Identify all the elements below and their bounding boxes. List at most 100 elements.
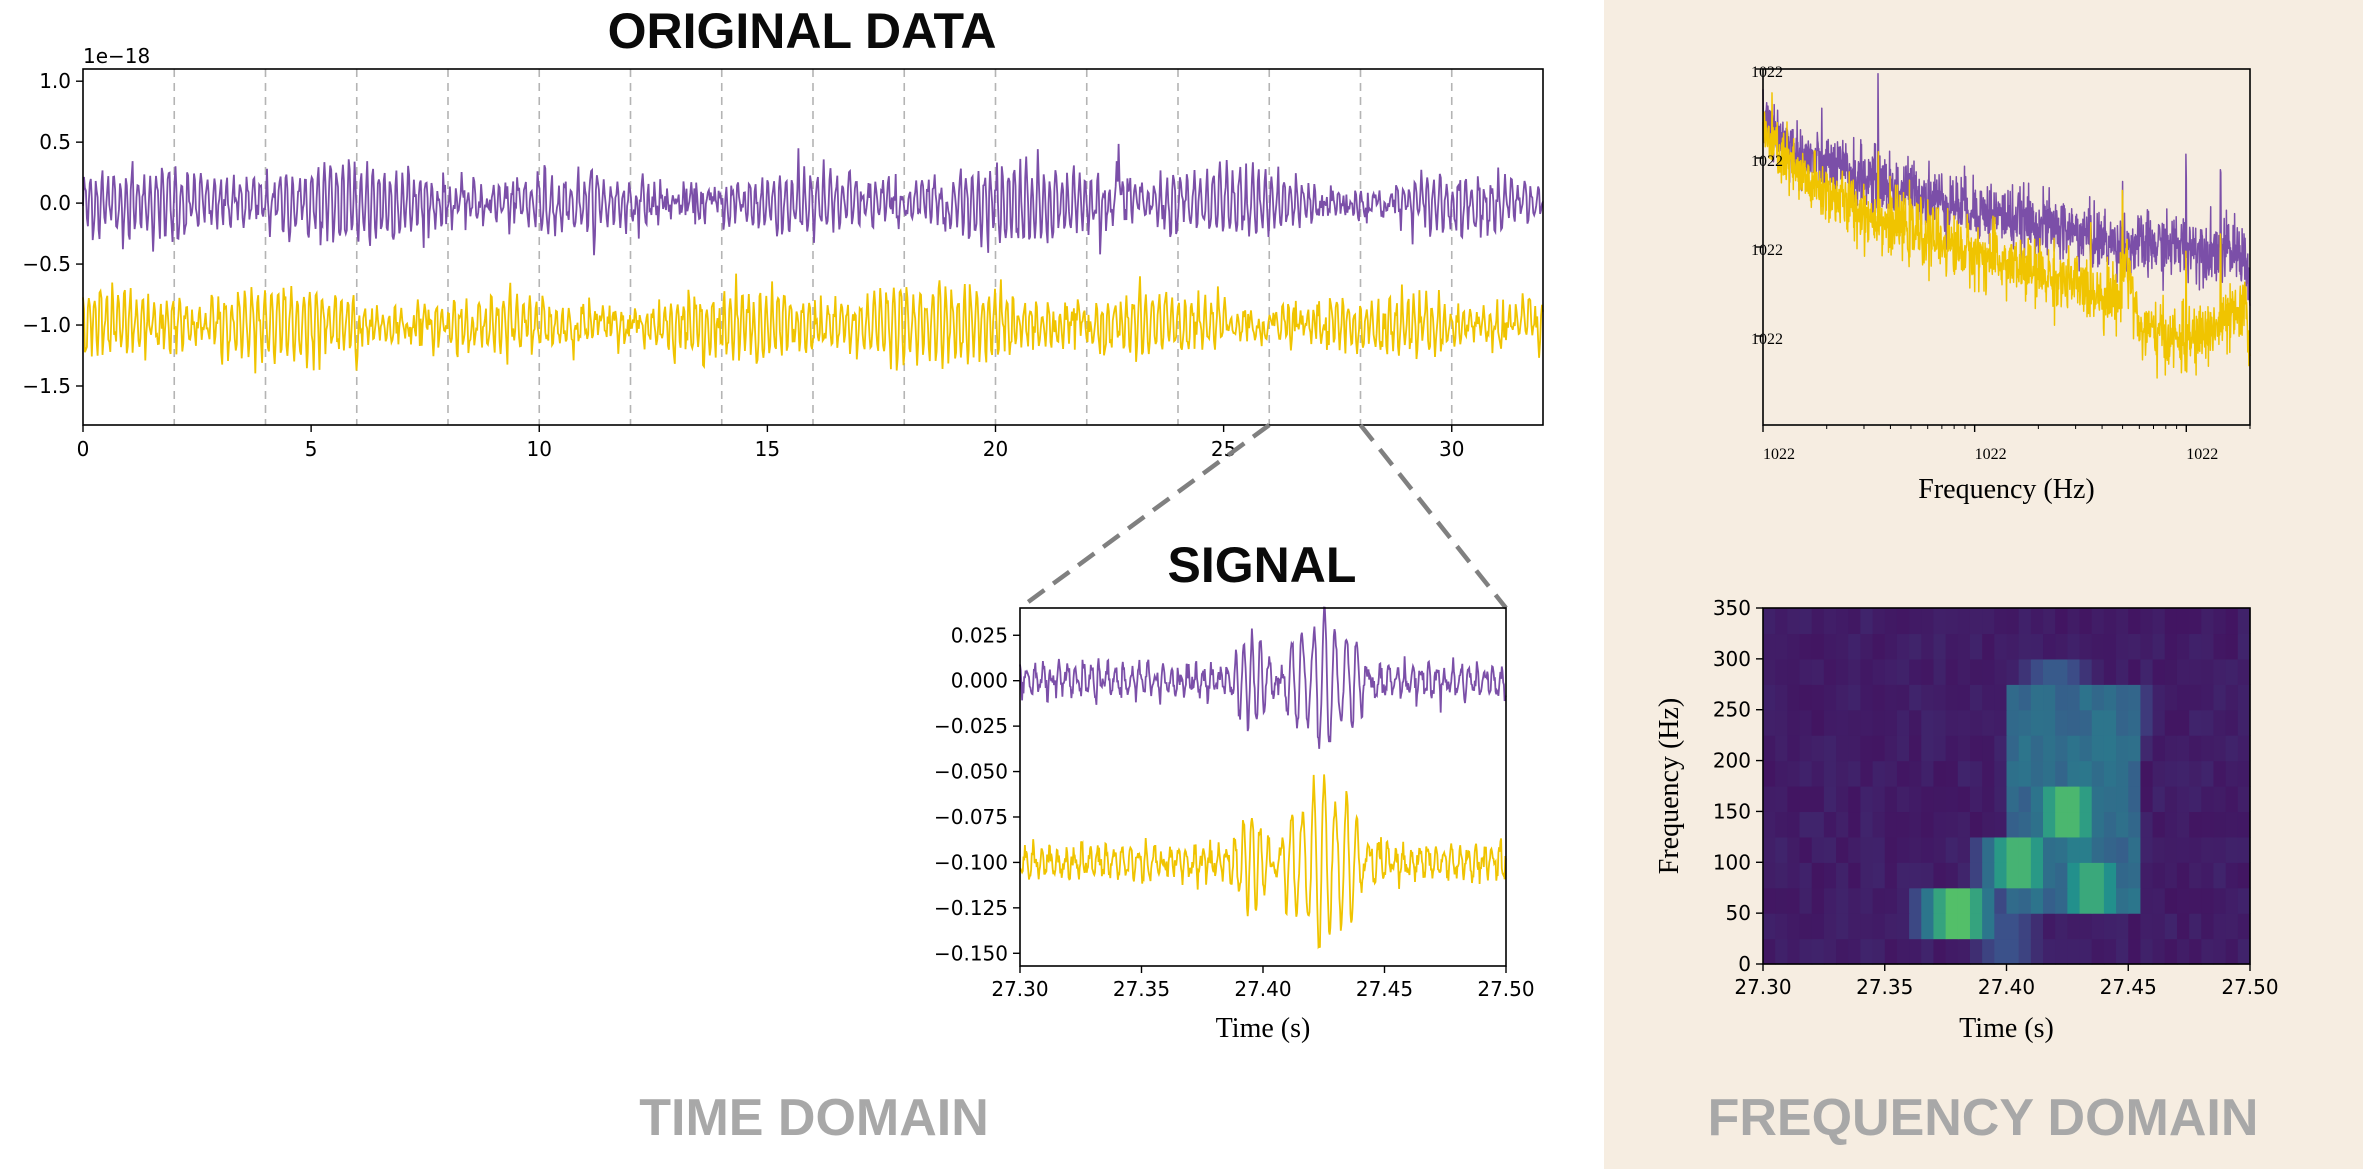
spectrogram-cell: [2055, 709, 2068, 736]
spectrogram-cell: [1994, 836, 2008, 863]
spectrogram-cell: [1969, 887, 1983, 914]
signal-series-1: [1019, 774, 1507, 950]
svg-text:1022: 1022: [1975, 446, 2007, 463]
x-tick-label: 27.45: [1356, 977, 1413, 1001]
spectrogram-cell: [2225, 938, 2239, 965]
spectrogram-cell: [1763, 735, 1776, 762]
spectrogram-cell: [2176, 735, 2190, 762]
spectrogram-cell: [1982, 913, 1995, 940]
svg-text:1022: 1022: [1751, 242, 1783, 259]
spectrogram-cell: [2006, 608, 2020, 635]
spectrogram-cell: [2091, 786, 2105, 813]
spectrogram-cell: [2176, 608, 2190, 635]
spectrogram-cell: [1982, 684, 1995, 711]
spectrogram-cell: [2018, 862, 2032, 889]
spectrogram-cell: [2237, 786, 2251, 813]
spectrogram-cell: [2201, 811, 2215, 838]
spectrogram-cell: [2152, 938, 2166, 965]
spectrogram-cell: [1848, 862, 1861, 889]
spectrogram-cell: [2018, 913, 2032, 940]
x-tick-label: 27.50: [1477, 977, 1534, 1001]
spectrogram-cell: [2201, 633, 2215, 660]
spectrogram-cell: [2225, 735, 2239, 762]
spectrogram-cell: [2140, 709, 2154, 736]
spectrogram-cell: [1884, 887, 1898, 914]
spectrogram-cell: [2116, 608, 2129, 635]
spectrogram-cell: [2116, 658, 2129, 685]
spectrogram-cell: [1921, 938, 1935, 965]
spectrogram-cell: [2225, 658, 2239, 685]
spectrogram-cell: [1848, 760, 1861, 787]
spectrogram-cell: [1994, 913, 2008, 940]
spectrogram-cell: [2213, 862, 2227, 889]
spectrogram-cell: [1921, 608, 1935, 635]
spectrogram-cell: [2128, 608, 2142, 635]
spectrogram-cell: [2237, 658, 2251, 685]
spectrogram-cell: [2128, 786, 2142, 813]
spectrogram-cell: [2140, 938, 2154, 965]
spectrogram-cell: [2091, 684, 2105, 711]
spectrogram-cell: [1909, 684, 1922, 711]
spectrogram-cell: [1775, 658, 1788, 685]
spectrogram-cell: [2116, 735, 2129, 762]
spectrogram-cell: [2103, 862, 2117, 889]
spectrogram-cell: [2103, 709, 2117, 736]
spectrogram-cell: [2152, 760, 2166, 787]
spectrogram-cell: [2152, 913, 2166, 940]
spectrogram-cell: [2030, 658, 2044, 685]
spectrogram-cell: [2128, 913, 2142, 940]
spectrogram-cell: [1909, 633, 1922, 660]
spectrogram-cell: [1860, 938, 1874, 965]
spectrogram-cell: [2116, 862, 2129, 889]
spectrogram-cell: [1836, 811, 1849, 838]
spectrogram-cell: [1799, 760, 1813, 787]
spectrogram-cell: [1836, 760, 1849, 787]
spectrogram-cell: [2091, 633, 2105, 660]
spectrogram-cell: [2067, 811, 2081, 838]
spectrogram-cell: [2176, 913, 2190, 940]
spectrogram-cell: [1823, 786, 1837, 813]
spectrogram-cell: [2201, 760, 2215, 787]
spectrogram-cell: [2079, 760, 2093, 787]
spectrogram-cell: [1823, 887, 1837, 914]
y-tick-label: 1.0: [39, 69, 71, 93]
spectrogram-cell: [2128, 862, 2142, 889]
spectrogram-cell: [1921, 760, 1935, 787]
spectrogram-cell: [2043, 786, 2056, 813]
spectrogram-cell: [2213, 709, 2227, 736]
spectrogram-cell: [1799, 862, 1813, 889]
spectrogram-cell: [2043, 887, 2056, 914]
spectrogram-cell: [1957, 709, 1971, 736]
spectrogram-cell: [2213, 786, 2227, 813]
spectrogram-cell: [1872, 862, 1886, 889]
time-domain-label: TIME DOMAIN: [639, 1089, 989, 1147]
spectrogram-cell: [1848, 887, 1861, 914]
spectrogram-cell: [2152, 836, 2166, 863]
spectrogram-cell: [2055, 913, 2068, 940]
spectrogram-cell: [2079, 684, 2093, 711]
spectrum-series-1: [1762, 92, 2251, 379]
spectrogram-cell: [1957, 887, 1971, 914]
spectrogram-cell: [1909, 760, 1922, 787]
spectrogram-cell: [1994, 938, 2008, 965]
spectrogram-cell: [1860, 608, 1874, 635]
spectrogram-cell: [2091, 709, 2105, 736]
spectrogram-cell: [2152, 862, 2166, 889]
spectrogram-cell: [1896, 938, 1910, 965]
spectrogram-cell: [2018, 760, 2032, 787]
spectrogram-cell: [1860, 658, 1874, 685]
spectrogram-cell: [1799, 684, 1813, 711]
spectrogram-cell: [2189, 608, 2202, 635]
spectrogram-cell: [2116, 786, 2129, 813]
spectrogram-cell: [2043, 608, 2056, 635]
spectrogram-cell: [2176, 938, 2190, 965]
spectrogram-cell: [1799, 735, 1813, 762]
spectrogram-cell: [1896, 836, 1910, 863]
spectrogram-cell: [1982, 938, 1995, 965]
spectrogram-cell: [2079, 836, 2093, 863]
spectrogram-cell: [2043, 938, 2056, 965]
spectrogram-cell: [2164, 735, 2178, 762]
spectrogram-cell: [2201, 658, 2215, 685]
y-tick-label: 0.025: [951, 623, 1008, 647]
spectrogram-cell: [2189, 633, 2202, 660]
